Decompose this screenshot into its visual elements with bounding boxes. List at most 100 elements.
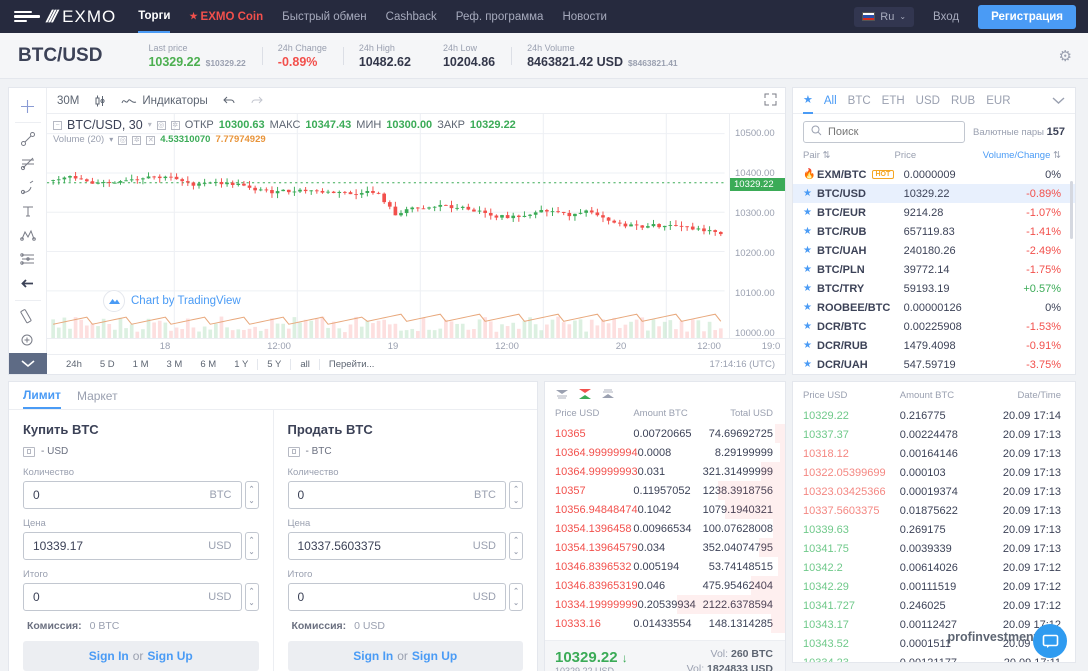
- order-book-row[interactable]: 10356.94848474 0.1042 1079.1940321: [545, 500, 785, 519]
- favorite-star-icon[interactable]: 🔥: [803, 169, 816, 180]
- brush-icon[interactable]: [9, 175, 46, 199]
- show-both-icon[interactable]: [578, 388, 592, 403]
- login-button[interactable]: Вход: [933, 10, 960, 23]
- chevron-down-icon[interactable]: [1052, 94, 1065, 108]
- pair-row[interactable]: ★ DCR/UAH 547.59719 -3.75%: [793, 355, 1075, 374]
- measure-ruler-icon[interactable]: [9, 304, 46, 328]
- order-book-row[interactable]: 10346.83965319 0.046 475.95462404: [545, 576, 785, 595]
- order-book-row[interactable]: 10333.16 0.01433554 148.1314285: [545, 614, 785, 633]
- pair-row[interactable]: ★ DCR/BTC 0.00225908 -1.53%: [793, 317, 1075, 336]
- nav-item-trading[interactable]: Торги: [138, 0, 171, 33]
- sell-price-stepper[interactable]: ⌃ ⌄: [509, 532, 523, 560]
- sell-signin-button[interactable]: Sign In or Sign Up: [287, 641, 523, 671]
- tab-market[interactable]: Маркет: [76, 388, 118, 403]
- buy-price-stepper[interactable]: ⌃ ⌄: [244, 532, 259, 560]
- favorites-star-icon[interactable]: ★: [803, 88, 813, 114]
- buy-amount-field[interactable]: BTC: [23, 481, 242, 509]
- range-1m[interactable]: 1 M: [132, 359, 149, 370]
- pair-row[interactable]: ★ BTC/EUR 9214.28 -1.07%: [793, 203, 1075, 222]
- range-5d[interactable]: 5 D: [99, 359, 115, 370]
- zoom-in-icon[interactable]: [9, 328, 46, 352]
- col-volume-change[interactable]: Volume/Change ⇅: [982, 150, 1061, 161]
- indicators-button[interactable]: Индикаторы: [121, 95, 208, 107]
- chart-canvas[interactable]: − BTC/USD, 30 ▾ ◎ ✲ ОТКР 10300.63 МАКС 1…: [47, 114, 785, 338]
- pair-row[interactable]: ★ BTC/PLN 39772.14 -1.75%: [793, 260, 1075, 279]
- order-book-row[interactable]: 10354.1396458 0.00966534 100.07628008: [545, 519, 785, 538]
- range-5y[interactable]: 5 Y: [257, 359, 290, 370]
- buy-total-field[interactable]: USD: [23, 583, 242, 611]
- pair-row[interactable]: ★ BTC/TRY 59193.19 +0.57%: [793, 279, 1075, 298]
- buy-total-input[interactable]: [33, 590, 209, 604]
- order-book-row[interactable]: 10357 0.11957052 1238.3918756: [545, 481, 785, 500]
- series-settings-icon[interactable]: ✲: [170, 120, 180, 130]
- range-1y[interactable]: 1 Y: [234, 359, 249, 370]
- forecast-icon[interactable]: [9, 247, 46, 271]
- buy-amount-stepper[interactable]: ⌃ ⌄: [244, 481, 259, 509]
- show-asks-icon[interactable]: [555, 388, 569, 403]
- favorite-star-icon[interactable]: ★: [803, 302, 812, 313]
- tradingview-credit[interactable]: Chart by TradingView: [103, 290, 241, 312]
- nav-item-referral[interactable]: Реф. программа: [455, 10, 544, 23]
- pair-row[interactable]: 🔥 EXM/BTC HOT 0.0000009 0%: [793, 165, 1075, 184]
- favorite-star-icon[interactable]: ★: [803, 207, 812, 218]
- trend-line-icon[interactable]: [9, 127, 46, 151]
- pair-row[interactable]: ★ BTC/USD 10329.22 -0.89%: [793, 184, 1075, 203]
- candle-style-icon[interactable]: [93, 94, 107, 108]
- tab-rub[interactable]: RUB: [950, 94, 976, 107]
- pair-row[interactable]: ★ ROOBEE/BTC 0.00000126 0%: [793, 298, 1075, 317]
- support-chat-button[interactable]: [1033, 624, 1067, 658]
- fib-retracement-icon[interactable]: [9, 151, 46, 175]
- tab-btc[interactable]: BTC: [847, 94, 871, 107]
- favorite-star-icon[interactable]: ★: [803, 321, 812, 332]
- pairs-search-input[interactable]: [828, 126, 958, 138]
- tab-limit[interactable]: Лимит: [23, 382, 61, 409]
- tab-eur[interactable]: EUR: [986, 94, 1011, 107]
- nav-item-news[interactable]: Новости: [562, 10, 607, 23]
- sell-total-field[interactable]: USD: [287, 583, 506, 611]
- pairs-scrollbar[interactable]: [1070, 167, 1073, 372]
- order-book-row[interactable]: 10346.8396532 0.005194 53.74148515: [545, 557, 785, 576]
- tab-eth[interactable]: ETH: [881, 94, 905, 107]
- undo-icon[interactable]: [222, 95, 236, 107]
- range-6m[interactable]: 6 M: [200, 359, 217, 370]
- tab-usd[interactable]: USD: [915, 94, 940, 107]
- sell-amount-input[interactable]: [297, 488, 474, 502]
- buy-total-stepper[interactable]: ⌃ ⌄: [244, 583, 259, 611]
- volume-close-icon[interactable]: ✕: [146, 135, 156, 145]
- redo-icon[interactable]: [250, 95, 264, 107]
- order-book-row[interactable]: 10364.99999994 0.0008 8.29199999: [545, 443, 785, 462]
- favorite-star-icon[interactable]: ★: [803, 188, 812, 199]
- fullscreen-icon[interactable]: [764, 93, 777, 109]
- range-24h[interactable]: 24h: [66, 359, 82, 370]
- chevron-down-icon[interactable]: ▾: [147, 120, 152, 129]
- volume-settings-icon[interactable]: ✲: [132, 135, 142, 145]
- nav-item-exmo-coin[interactable]: ★ EXMO Coin: [189, 10, 264, 23]
- favorite-star-icon[interactable]: ★: [803, 283, 812, 294]
- pairs-search-box[interactable]: [803, 121, 966, 143]
- nav-item-cashback[interactable]: Cashback: [385, 10, 437, 23]
- tab-all[interactable]: All: [823, 94, 837, 107]
- order-book-row[interactable]: 10354.13964579 0.034 352.04074795: [545, 538, 785, 557]
- sell-amount-stepper[interactable]: ⌃ ⌄: [509, 481, 523, 509]
- range-3m[interactable]: 3 M: [166, 359, 183, 370]
- pattern-icon[interactable]: [9, 223, 46, 247]
- pair-row[interactable]: ★ BTC/RUB 657119.83 -1.41%: [793, 222, 1075, 241]
- col-price[interactable]: Price: [894, 150, 917, 161]
- sell-amount-field[interactable]: BTC: [287, 481, 506, 509]
- buy-price-input[interactable]: [33, 539, 209, 553]
- order-book-row[interactable]: 10365 0.00720665 74.69692725: [545, 424, 785, 443]
- pair-row[interactable]: ★ DCR/RUB 1479.4098 -0.91%: [793, 336, 1075, 355]
- crosshair-icon[interactable]: [9, 94, 46, 118]
- sell-price-field[interactable]: USD: [287, 532, 506, 560]
- goto-date-button[interactable]: Перейти...: [318, 359, 384, 370]
- visibility-icon[interactable]: ◎: [156, 120, 166, 130]
- range-all[interactable]: all: [290, 359, 319, 370]
- sell-total-input[interactable]: [297, 590, 473, 604]
- sell-price-input[interactable]: [297, 539, 473, 553]
- buy-price-field[interactable]: USD: [23, 532, 242, 560]
- favorite-star-icon[interactable]: ★: [803, 340, 812, 351]
- favorite-star-icon[interactable]: ★: [803, 264, 812, 275]
- favorite-star-icon[interactable]: ★: [803, 226, 812, 237]
- language-selector[interactable]: Ru ⌄: [854, 6, 915, 27]
- favorite-star-icon[interactable]: ★: [803, 359, 812, 370]
